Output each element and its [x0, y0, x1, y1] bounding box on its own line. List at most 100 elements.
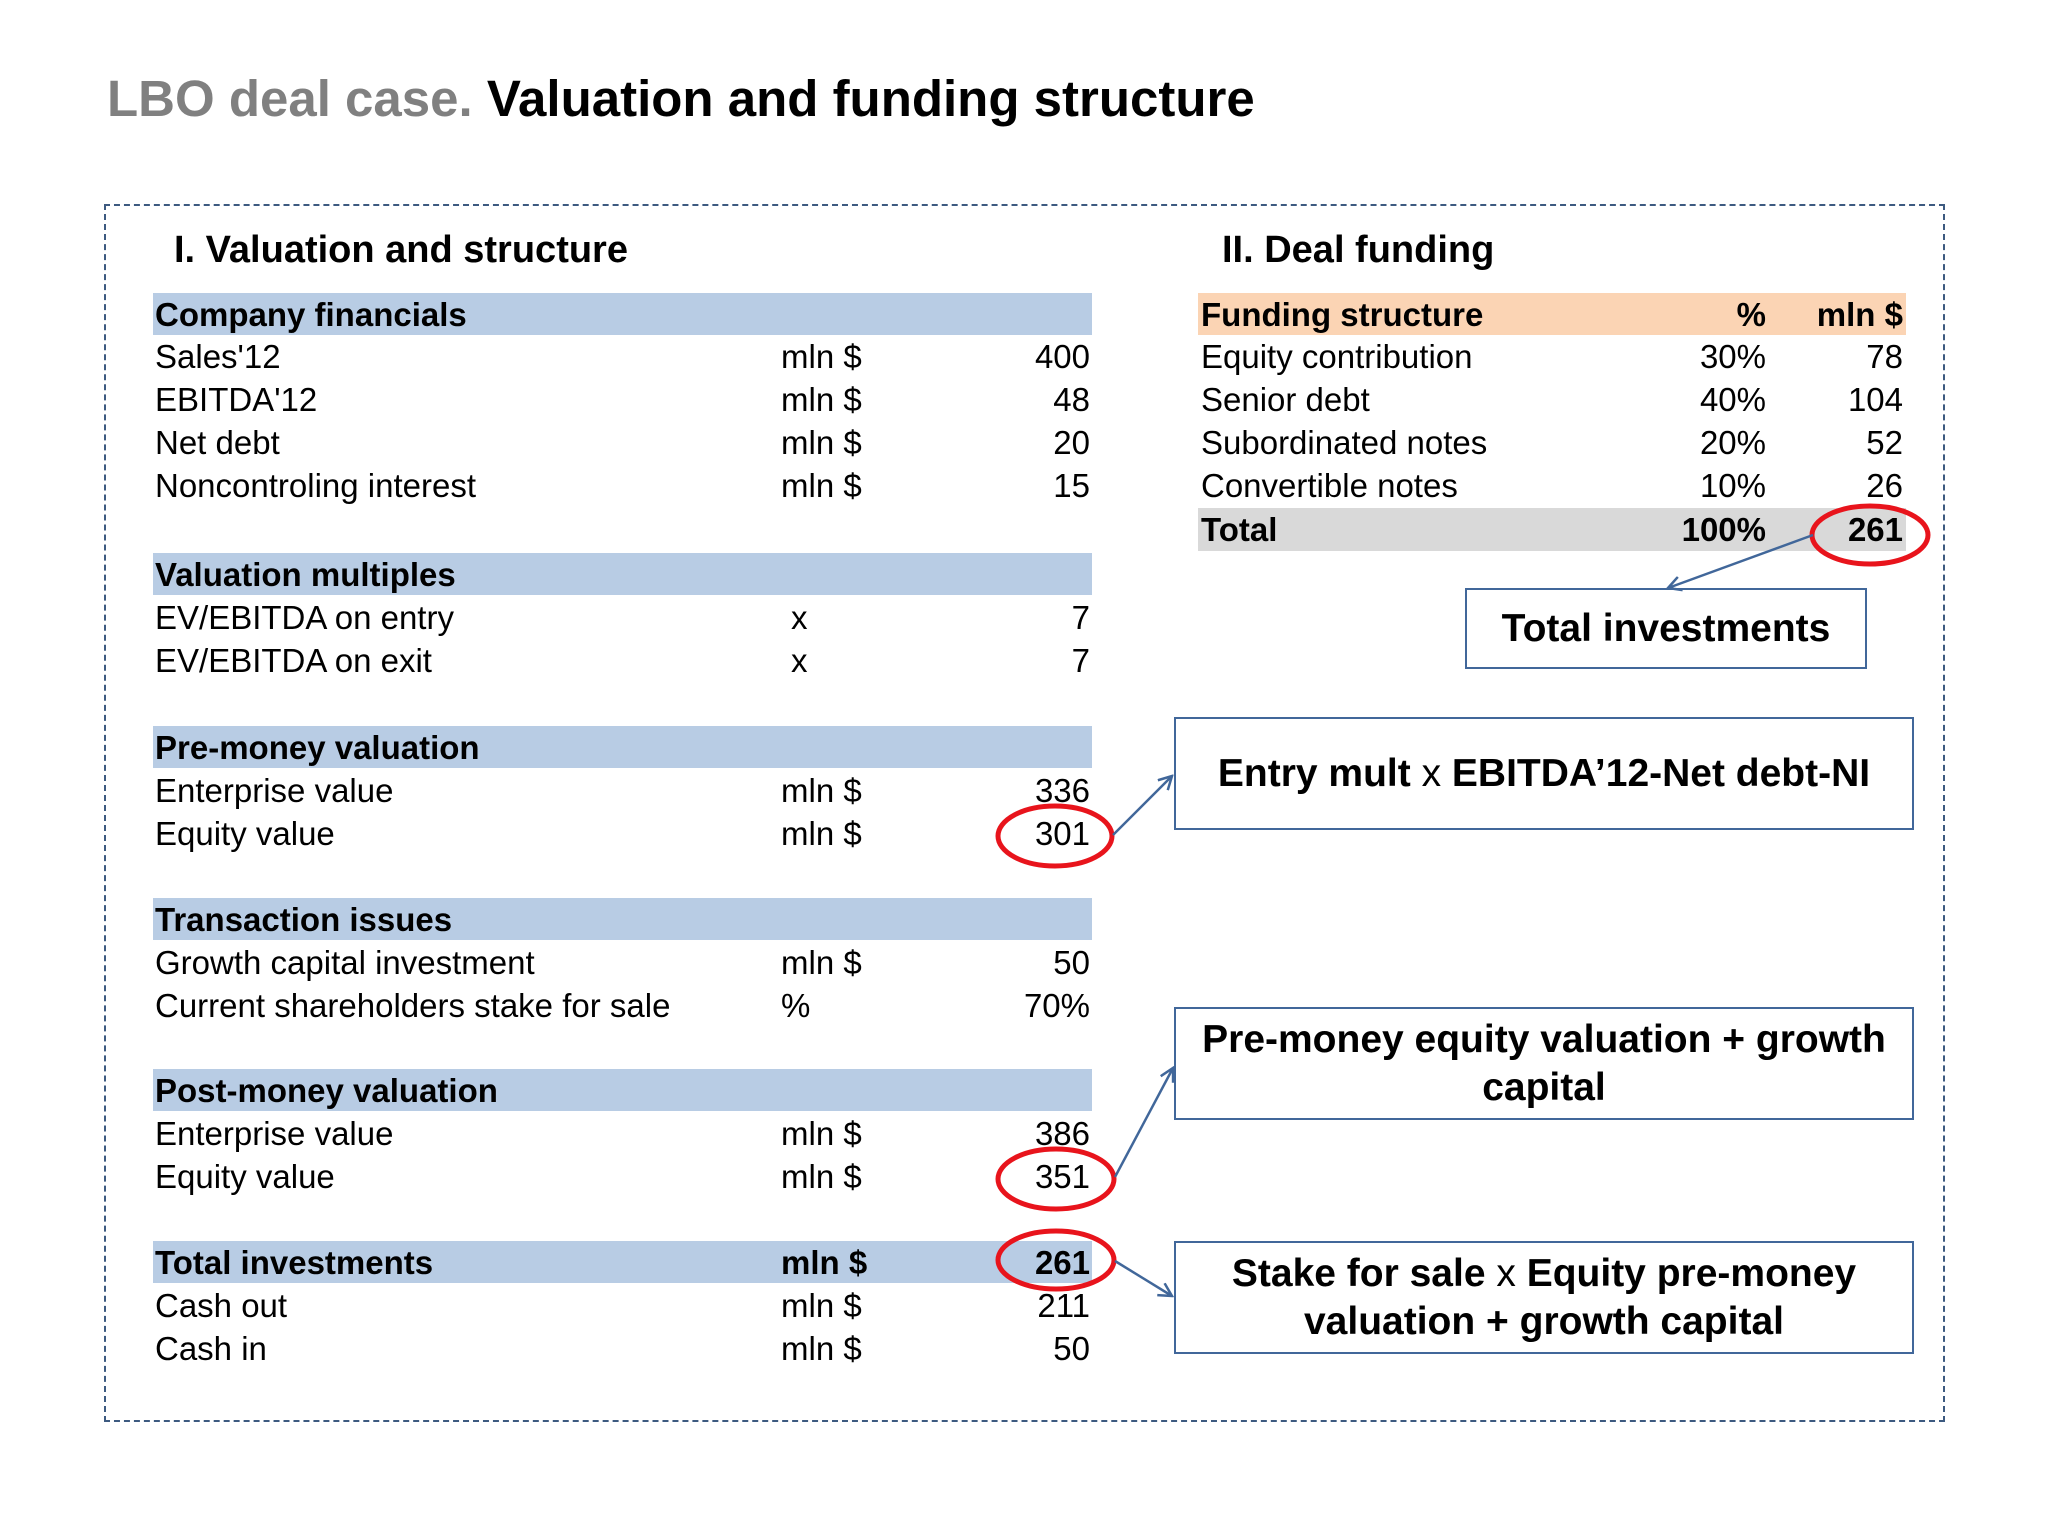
- band-pre-money: [153, 726, 1092, 768]
- header-post-money: Post-money valuation: [155, 1069, 1092, 1112]
- row-label: EV/EBITDA on entry: [155, 599, 454, 636]
- header-pct: %: [1736, 296, 1766, 333]
- row-amount: 52: [1866, 424, 1903, 461]
- row-unit: %: [781, 987, 811, 1024]
- section-valuation-heading: I. Valuation and structure: [174, 229, 628, 271]
- row-label: Enterprise value: [155, 772, 394, 809]
- row-label: Convertible notes: [1201, 467, 1458, 504]
- slide-title: LBO deal case. Valuation and funding str…: [107, 70, 1255, 128]
- row-label: Enterprise value: [155, 1115, 394, 1152]
- row-unit: mln $: [781, 1287, 862, 1324]
- row-unit: mln $: [781, 381, 862, 418]
- row-label: Equity contribution: [1201, 338, 1473, 375]
- header-pre-money: Pre-money valuation: [155, 726, 1092, 769]
- row-label: Cash out: [155, 1287, 288, 1324]
- band-funding-structure: [1198, 293, 1906, 335]
- header-label: Total investments: [155, 1244, 434, 1281]
- row-unit: mln $: [781, 772, 862, 809]
- row-label: Sales'12: [155, 338, 281, 375]
- row-label: Subordinated notes: [1201, 424, 1488, 461]
- callout-text: Entry mult x EBITDA’12-Net debt-NI: [1217, 751, 1871, 795]
- callout-total-investments-formula: Stake for sale x Equity pre-money valuati…: [1174, 1241, 1914, 1354]
- row-value: 70%: [1023, 987, 1090, 1024]
- table-row: Senior debt 40% 104: [1201, 378, 1903, 421]
- table-row: Growth capital investment mln $ 50: [155, 941, 1090, 984]
- row-value: 50: [1053, 944, 1090, 981]
- total-row: Total 100% 261: [1201, 508, 1903, 551]
- row-unit: mln $: [781, 1330, 862, 1367]
- table-row: Sales'12 mln $ 400: [155, 335, 1090, 378]
- header-label: Company financials: [155, 296, 467, 333]
- total-pct: 100%: [1681, 511, 1766, 548]
- table-row: EBITDA'12 mln $ 48: [155, 378, 1090, 421]
- row-label: Growth capital investment: [155, 944, 535, 981]
- header-label: Funding structure: [1201, 296, 1484, 333]
- callout-text: Total investments: [1501, 606, 1831, 650]
- row-label: Equity value: [155, 815, 335, 852]
- row-value: 400: [1034, 338, 1090, 375]
- table-row: Equity value mln $ 301: [155, 812, 1090, 855]
- row-label: Noncontroling interest: [155, 467, 477, 504]
- table-row: Subordinated notes 20% 52: [1201, 421, 1903, 464]
- header-valuation-multiples: Valuation multiples: [155, 553, 1092, 596]
- row-unit: mln $: [781, 815, 862, 852]
- row-unit: mln $: [781, 338, 862, 375]
- row-unit: mln $: [781, 1158, 862, 1195]
- row-pct: 30%: [1699, 338, 1766, 375]
- row-amount: 26: [1866, 467, 1903, 504]
- row-amount: 104: [1847, 381, 1903, 418]
- total-amount: 261: [1847, 511, 1903, 548]
- table-row: Enterprise value mln $ 386: [155, 1112, 1090, 1155]
- header-amount: mln $: [1816, 296, 1903, 333]
- section-funding-heading: II. Deal funding: [1222, 229, 1495, 271]
- row-value: 336: [1034, 772, 1090, 809]
- table-row: EV/EBITDA on exit x 7: [155, 639, 1090, 682]
- row-value: 211: [1037, 1287, 1090, 1324]
- band-post-money: [153, 1069, 1092, 1111]
- table-row: Enterprise value mln $ 336: [155, 769, 1090, 812]
- band-company-financials: [153, 293, 1092, 335]
- header-total-investments: Total investments mln $ 261: [155, 1241, 1090, 1284]
- header-label: Pre-money valuation: [155, 729, 480, 766]
- row-value: 15: [1053, 467, 1090, 504]
- row-label: EBITDA'12: [155, 381, 318, 418]
- header-transaction-issues: Transaction issues: [155, 898, 1092, 941]
- row-label: EV/EBITDA on exit: [155, 642, 432, 679]
- band-transaction-issues: [153, 898, 1092, 940]
- callout-entry-formula: Entry mult x EBITDA’12-Net debt-NI: [1174, 717, 1914, 830]
- row-label: Net debt: [155, 424, 280, 461]
- callout-text: Stake for sale x Equity pre-money valuati…: [1231, 1251, 1857, 1343]
- row-unit: mln $: [781, 1115, 862, 1152]
- callout-total-investments: Total investments: [1465, 588, 1867, 669]
- row-unit: x: [791, 599, 808, 636]
- row-value: 351: [1034, 1158, 1090, 1195]
- row-amount: 78: [1866, 338, 1903, 375]
- table-row: Cash out mln $ 211: [155, 1284, 1090, 1327]
- row-value: 48: [1053, 381, 1090, 418]
- header-unit: mln $: [781, 1244, 868, 1281]
- total-label: Total: [1201, 511, 1278, 548]
- row-unit: mln $: [781, 424, 862, 461]
- header-funding-structure: Funding structure % mln $: [1201, 293, 1903, 336]
- table-row: Equity value mln $ 351: [155, 1155, 1090, 1198]
- header-label: Post-money valuation: [155, 1072, 498, 1109]
- row-label: Cash in: [155, 1330, 267, 1367]
- row-unit: mln $: [781, 944, 862, 981]
- row-unit: mln $: [781, 467, 862, 504]
- header-label: Transaction issues: [155, 901, 453, 938]
- row-unit: x: [791, 642, 808, 679]
- header-label: Valuation multiples: [155, 556, 456, 593]
- table-row: Cash in mln $ 50: [155, 1327, 1090, 1370]
- header-value: 261: [1034, 1244, 1090, 1281]
- row-value: 301: [1034, 815, 1090, 852]
- table-row: EV/EBITDA on entry x 7: [155, 596, 1090, 639]
- header-company-financials: Company financials: [155, 293, 1092, 336]
- row-label: Senior debt: [1201, 381, 1370, 418]
- row-pct: 40%: [1699, 381, 1766, 418]
- band-valuation-multiples: [153, 553, 1092, 595]
- row-value: 50: [1053, 1330, 1090, 1367]
- title-prefix: LBO deal case.: [107, 70, 473, 127]
- table-row: Current shareholders stake for sale % 70…: [155, 984, 1090, 1027]
- row-value: 20: [1053, 424, 1090, 461]
- table-row: Equity contribution 30% 78: [1201, 335, 1903, 378]
